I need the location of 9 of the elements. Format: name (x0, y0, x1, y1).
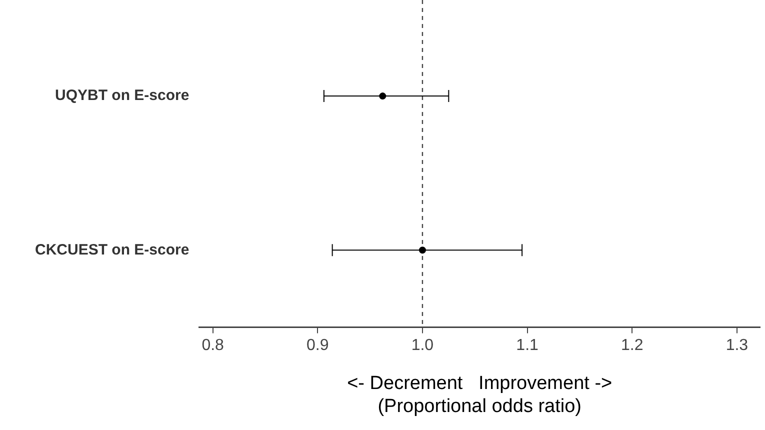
y-tick-label: UQYBT on E-score (55, 87, 190, 104)
x-tick-label: 1.3 (726, 337, 748, 354)
x-tick-label: 1.1 (516, 337, 539, 354)
x-axis-title: <- Decrement Improvement -> (Proportional odds ratio) (347, 373, 612, 417)
x-tick-label: 0.8 (202, 337, 224, 354)
x-tick-label: 1.0 (411, 337, 434, 354)
x-tick-label: 1.2 (620, 337, 644, 354)
x-tick-label: 0.9 (306, 337, 329, 354)
y-tick-label: CKCUEST on E-score (34, 241, 190, 258)
